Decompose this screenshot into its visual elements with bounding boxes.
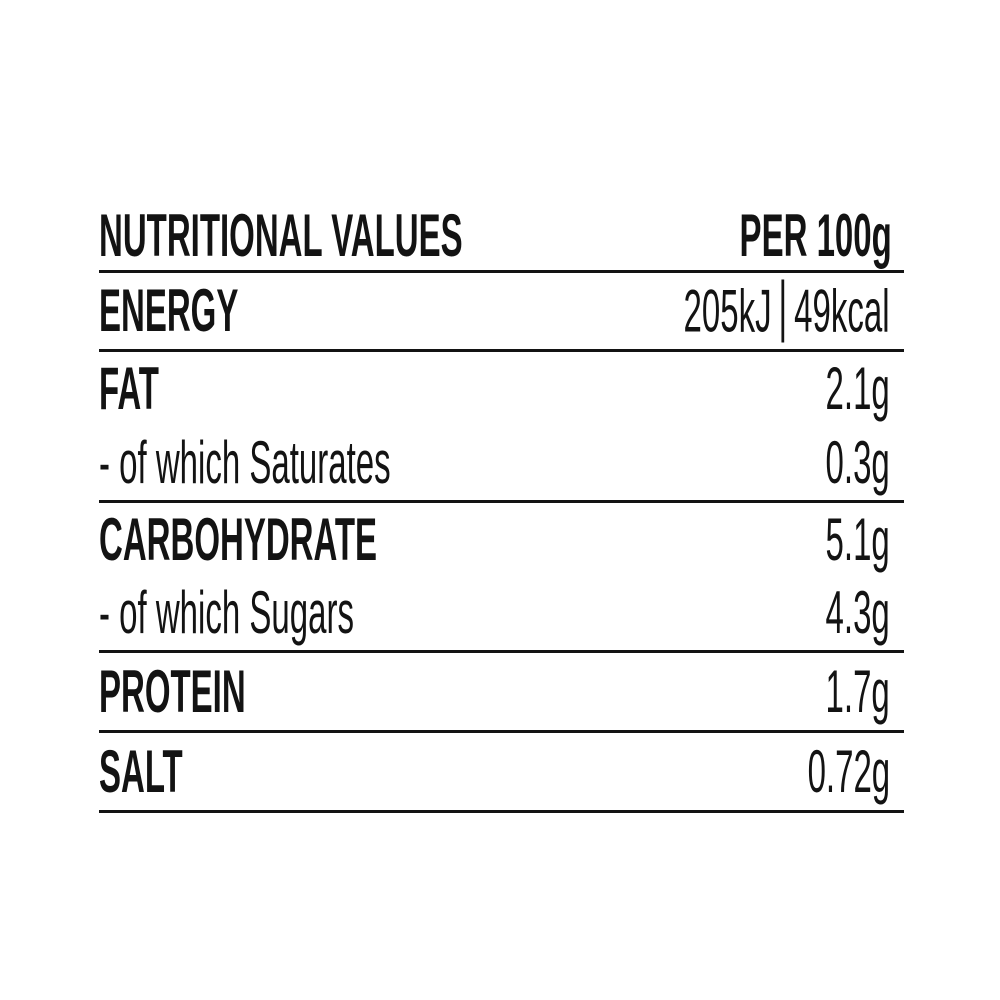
unit-column-header: PER 100g [739,202,892,269]
protein-label: PROTEIN [99,657,246,725]
sugars-row: - of which Sugars 4.3g [99,576,904,650]
table-header-row: NUTRITIONAL VALUES PER 100g [99,206,904,270]
saturates-row: - of which Saturates 0.3g [99,426,904,500]
table-title: NUTRITIONAL VALUES [99,202,463,269]
energy-kilocalories-value: 49kcal [794,277,890,344]
carbohydrate-row: CARBOHYDRATE 5.1g [99,503,904,576]
saturates-value: 0.3g [825,429,890,496]
energy-row: ENERGY 205kJ 49kcal [99,273,904,349]
saturates-label: - of which Saturates [99,429,391,496]
divider [99,349,904,352]
divider [99,650,904,653]
sugars-label: - of which Sugars [99,579,354,646]
energy-value: 205kJ 49kcal [683,277,890,344]
energy-separator-bar [781,279,785,343]
protein-row: PROTEIN 1.7g [99,653,904,730]
fat-value: 2.1g [825,355,890,422]
salt-row: SALT 0.72g [99,733,904,810]
divider [99,270,904,273]
energy-kilojoules-value: 205kJ [683,277,773,344]
nutrition-table: NUTRITIONAL VALUES PER 100g ENERGY 205kJ… [99,206,904,813]
salt-value: 0.72g [807,737,890,805]
sugars-value: 4.3g [825,579,890,646]
protein-value: 1.7g [825,657,890,725]
divider [99,730,904,733]
fat-row: FAT 2.1g [99,352,904,426]
energy-label: ENERGY [99,277,239,344]
fat-label: FAT [99,355,159,422]
divider [99,500,904,503]
carbohydrate-value: 5.1g [825,505,890,573]
carbohydrate-label: CARBOHYDRATE [99,505,378,573]
salt-label: SALT [99,737,183,805]
divider [99,810,904,813]
